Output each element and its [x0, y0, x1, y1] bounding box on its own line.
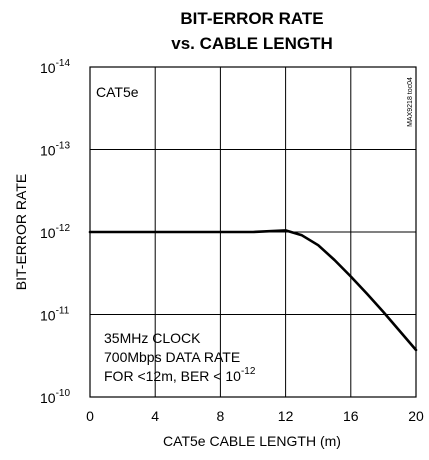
- x-tick-label-3: 12: [278, 408, 294, 424]
- x-tick-labels: 0 4 8 12 16 20: [86, 408, 424, 424]
- annotation-ber-exponent: -12: [241, 366, 256, 377]
- x-tick-label-2: 8: [217, 408, 225, 424]
- x-tick-label-0: 0: [86, 408, 94, 424]
- ber-series-line: [88, 229, 418, 352]
- annotation-clock: 35MHz CLOCK: [104, 330, 201, 346]
- y-tick-label-1: 10-13: [40, 141, 70, 159]
- annotation-ber-text: FOR <12m, BER < 10: [104, 368, 241, 384]
- annotation-ber-condition: FOR <12m, BER < 10-12: [104, 366, 256, 384]
- annotation-data-rate: 700Mbps DATA RATE: [104, 349, 240, 365]
- x-axis-label: CAT5e CABLE LENGTH (m): [163, 433, 341, 449]
- y-tick-label-3: 10-11: [40, 306, 70, 324]
- y-tick-labels: 10-14 10-13 10-12 10-11 10-10: [40, 58, 70, 406]
- chart-title-line1: BIT-ERROR RATE: [180, 9, 323, 28]
- y-axis-label: BIT-ERROR RATE: [13, 174, 29, 290]
- y-tick-label-4: 10-10: [40, 388, 70, 406]
- x-tick-label-1: 4: [151, 408, 159, 424]
- chart-title-line2: vs. CABLE LENGTH: [171, 34, 333, 53]
- x-tick-label-4: 16: [343, 408, 359, 424]
- y-tick-label-2: 10-12: [40, 223, 70, 241]
- figure-id-label: MAX9218 toc04: [407, 77, 414, 127]
- series-label-cat5e: CAT5e: [96, 84, 139, 100]
- x-tick-label-5: 20: [408, 408, 424, 424]
- y-tick-label-0: 10-14: [40, 58, 70, 76]
